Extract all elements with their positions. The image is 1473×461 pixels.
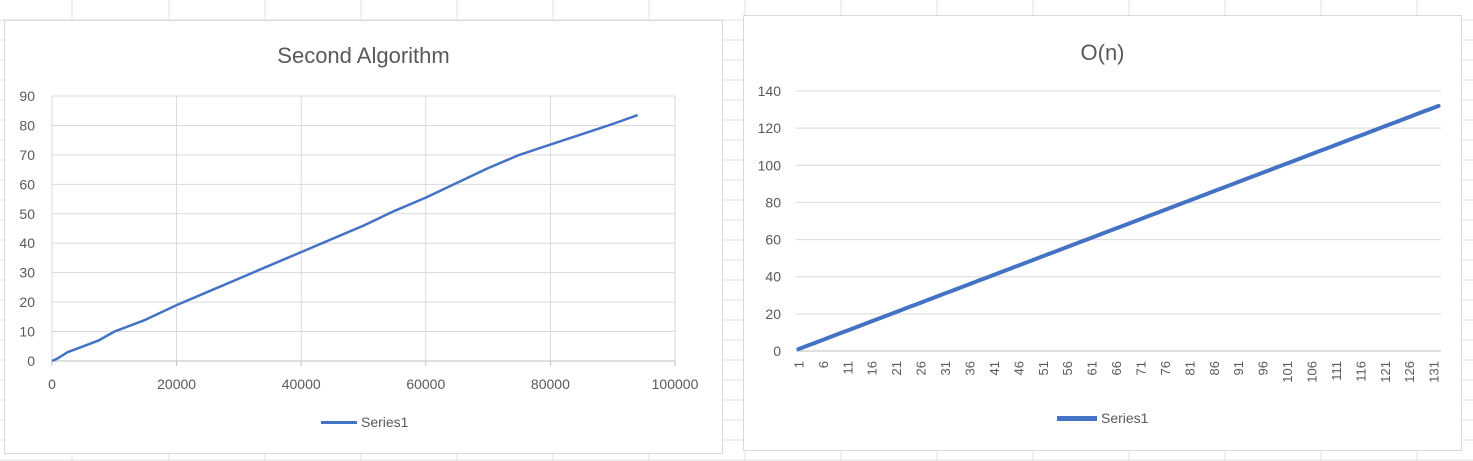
x-tick-label: 81 bbox=[1182, 361, 1197, 375]
x-tick-label: 96 bbox=[1256, 361, 1271, 375]
x-tick-label: 31 bbox=[938, 361, 953, 375]
y-tick-label: 60 bbox=[19, 176, 35, 192]
y-tick-label: 20 bbox=[19, 294, 35, 310]
y-tick-label: 80 bbox=[765, 194, 781, 210]
chart-title: O(n) bbox=[1080, 40, 1125, 65]
legend-line-marker bbox=[321, 420, 357, 424]
x-tick-label: 41 bbox=[987, 361, 1002, 375]
x-tick-label: 21 bbox=[889, 361, 904, 375]
y-tick-label: 140 bbox=[758, 83, 782, 99]
series-line-series1 bbox=[796, 103, 1441, 352]
x-tick-label: 11 bbox=[840, 361, 855, 375]
y-tick-label: 50 bbox=[19, 206, 35, 222]
x-tick-label: 126 bbox=[1402, 361, 1417, 383]
x-tick-label: 71 bbox=[1133, 361, 1148, 375]
x-tick-label: 101 bbox=[1280, 361, 1295, 383]
y-tick-label: 30 bbox=[19, 265, 35, 281]
x-tick-label: 86 bbox=[1207, 361, 1222, 375]
y-tick-label: 20 bbox=[765, 306, 781, 322]
x-tick-label: 76 bbox=[1158, 361, 1173, 375]
chart-o-n[interactable]: O(n) 0 20 40 60 80 100 120 140 1 6 11 16 21 26 31 36 41 4… bbox=[743, 15, 1462, 451]
x-tick-label: 20000 bbox=[157, 376, 196, 392]
y-tick-label: 60 bbox=[765, 232, 781, 248]
y-tick-label: 70 bbox=[19, 147, 35, 163]
y-tick-label: 100 bbox=[758, 157, 782, 173]
legend: Series1 bbox=[321, 414, 408, 430]
x-tick-label: 121 bbox=[1378, 361, 1393, 383]
x-tick-label: 6 bbox=[816, 361, 831, 368]
x-tick-label: 66 bbox=[1109, 361, 1124, 375]
x-tick-label: 56 bbox=[1060, 361, 1075, 375]
legend: Series1 bbox=[1057, 410, 1148, 426]
x-tick-label: 131 bbox=[1427, 361, 1442, 383]
y-tick-label: 0 bbox=[27, 353, 35, 369]
x-tick-label: 116 bbox=[1353, 361, 1368, 382]
x-tick-label: 1 bbox=[791, 361, 806, 368]
x-tick-label: 46 bbox=[1011, 361, 1026, 375]
y-tick-label: 80 bbox=[19, 117, 35, 133]
y-tick-label: 90 bbox=[19, 88, 35, 104]
x-tick-label: 106 bbox=[1305, 361, 1320, 383]
legend-line-marker bbox=[1057, 415, 1097, 421]
x-tick-label: 36 bbox=[962, 361, 977, 375]
y-tick-label: 40 bbox=[765, 269, 781, 285]
x-tick-label: 100000 bbox=[652, 376, 699, 392]
x-tick-label: 80000 bbox=[531, 376, 570, 392]
x-tick-label: 40000 bbox=[282, 376, 321, 392]
chart-title: Second Algorithm bbox=[277, 43, 450, 68]
y-tick-label: 40 bbox=[19, 235, 35, 251]
legend-label: Series1 bbox=[361, 414, 409, 430]
x-tick-label: 16 bbox=[865, 361, 880, 375]
series-line-series1 bbox=[51, 113, 639, 363]
legend-label: Series1 bbox=[1101, 410, 1149, 426]
y-tick-label: 120 bbox=[758, 120, 782, 136]
x-tick-label: 0 bbox=[48, 376, 56, 392]
y-tick-label: 0 bbox=[773, 343, 781, 359]
plot-area: 0 20000 40000 60000 80000 100000 0 10 20 30 40 50 60… bbox=[19, 88, 699, 392]
x-tick-label: 61 bbox=[1085, 361, 1100, 375]
x-tick-label: 91 bbox=[1231, 361, 1246, 375]
x-tick-label: 111 bbox=[1329, 361, 1344, 381]
x-tick-label: 26 bbox=[914, 361, 929, 375]
y-tick-label: 10 bbox=[19, 324, 35, 340]
chart-second-algorithm[interactable]: Second Algorithm 0 20000 40000 60000 80000 10… bbox=[4, 20, 723, 454]
x-tick-label: 60000 bbox=[406, 376, 445, 392]
x-tick-label: 51 bbox=[1036, 361, 1051, 375]
